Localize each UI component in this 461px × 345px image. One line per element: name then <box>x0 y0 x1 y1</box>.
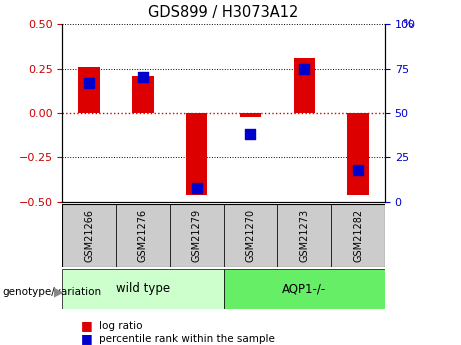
Bar <box>224 269 385 309</box>
Point <box>301 66 308 71</box>
Text: GSM21279: GSM21279 <box>192 209 202 262</box>
Text: ■: ■ <box>81 332 92 345</box>
Text: genotype/variation: genotype/variation <box>2 287 101 296</box>
Bar <box>347 113 369 195</box>
Bar <box>62 269 224 309</box>
Point <box>247 131 254 137</box>
Text: GSM21276: GSM21276 <box>138 209 148 262</box>
Text: GSM21270: GSM21270 <box>245 209 255 262</box>
Text: wild type: wild type <box>116 283 170 295</box>
Text: ▶: ▶ <box>54 285 64 298</box>
Point <box>193 185 201 190</box>
Bar <box>132 76 154 113</box>
Point <box>355 167 362 172</box>
Bar <box>186 113 207 195</box>
Text: GSM21273: GSM21273 <box>299 209 309 262</box>
Bar <box>116 204 170 267</box>
Text: GSM21266: GSM21266 <box>84 209 94 262</box>
Bar <box>62 204 116 267</box>
Y-axis label: %: % <box>402 19 413 29</box>
Bar <box>240 113 261 117</box>
Bar <box>224 204 278 267</box>
Bar <box>78 67 100 113</box>
Point <box>139 75 147 80</box>
Text: ■: ■ <box>81 319 92 333</box>
Point <box>85 80 93 86</box>
Text: AQP1-/-: AQP1-/- <box>282 283 326 295</box>
Bar <box>278 204 331 267</box>
Title: GDS899 / H3073A12: GDS899 / H3073A12 <box>148 5 299 20</box>
Text: percentile rank within the sample: percentile rank within the sample <box>99 334 275 344</box>
Text: GSM21282: GSM21282 <box>353 209 363 262</box>
Bar <box>170 204 224 267</box>
Bar <box>331 204 385 267</box>
Text: log ratio: log ratio <box>99 321 142 331</box>
Bar <box>294 58 315 113</box>
